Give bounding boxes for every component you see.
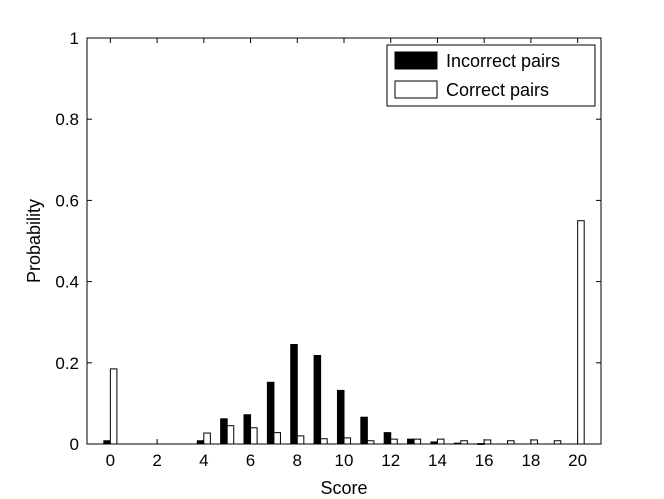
y-tick-label: 0.4 bbox=[55, 273, 79, 292]
bar-correct-pairs-score-15 bbox=[460, 440, 468, 445]
bar-correct-pairs-score-12 bbox=[390, 438, 398, 445]
x-tick-label: 0 bbox=[106, 451, 115, 470]
bar-correct-pairs-score-10 bbox=[343, 437, 352, 445]
bar-correct-pairs-score-7 bbox=[273, 432, 281, 445]
bar-correct-pairs-score-20 bbox=[577, 220, 585, 445]
ticks-layer: 0 2 4 6 8 10 12 14 16 18 20 0 0.2 0.4 0.6 0.8 1 bbox=[55, 29, 601, 470]
bar-correct-pairs-score-16 bbox=[483, 439, 492, 445]
bar-incorrect-pairs-score-11 bbox=[360, 416, 368, 445]
x-axis-label: Score bbox=[320, 478, 367, 498]
y-tick-label: 0.2 bbox=[55, 354, 79, 373]
bar-correct-pairs-score-19 bbox=[553, 440, 562, 445]
bar-incorrect-pairs-score-6 bbox=[243, 414, 252, 445]
bar-correct-pairs-score-18 bbox=[530, 439, 538, 445]
y-tick-label: 0.8 bbox=[55, 110, 79, 129]
bars-layer bbox=[103, 220, 585, 445]
legend-label-incorrect-pairs: Incorrect pairs bbox=[446, 51, 560, 71]
bar-incorrect-pairs-score-8 bbox=[290, 344, 298, 445]
bar-incorrect-pairs-score-16 bbox=[477, 443, 485, 445]
x-tick-label: 4 bbox=[199, 451, 208, 470]
bar-incorrect-pairs-score-7 bbox=[266, 381, 275, 445]
legend: Incorrect pairs Correct pairs bbox=[386, 44, 596, 107]
bar-correct-pairs-score-4 bbox=[203, 432, 211, 445]
bar-correct-pairs-score-0 bbox=[109, 368, 118, 445]
legend-swatch-correct-pairs bbox=[394, 80, 438, 99]
bar-correct-pairs-score-9 bbox=[320, 438, 328, 445]
x-tick-label: 16 bbox=[475, 451, 494, 470]
bar-incorrect-pairs-score-15 bbox=[453, 442, 462, 445]
y-tick-label: 1 bbox=[70, 29, 79, 48]
bar-correct-pairs-score-6 bbox=[250, 427, 258, 445]
bar-incorrect-pairs-score-12 bbox=[383, 432, 392, 445]
x-tick-label: 12 bbox=[381, 451, 400, 470]
x-tick-label: 20 bbox=[568, 451, 587, 470]
bar-incorrect-pairs-score-4 bbox=[196, 440, 205, 445]
legend-label-correct-pairs: Correct pairs bbox=[446, 80, 549, 100]
x-tick-label: 2 bbox=[152, 451, 161, 470]
bar-incorrect-pairs-score-5 bbox=[220, 418, 228, 445]
legend-swatch-incorrect-pairs bbox=[394, 51, 438, 70]
bar-correct-pairs-score-8 bbox=[296, 435, 305, 445]
x-tick-label: 8 bbox=[293, 451, 302, 470]
bar-incorrect-pairs-score-13 bbox=[407, 438, 415, 445]
bar-incorrect-pairs-score-14 bbox=[430, 441, 438, 445]
bar-incorrect-pairs-score-9 bbox=[313, 354, 322, 445]
bar-correct-pairs-score-14 bbox=[436, 438, 445, 445]
x-tick-label: 10 bbox=[335, 451, 354, 470]
bar-incorrect-pairs-score-10 bbox=[336, 389, 345, 445]
x-tick-label: 14 bbox=[428, 451, 447, 470]
bar-correct-pairs-score-11 bbox=[366, 440, 375, 445]
bar-incorrect-pairs-score-0 bbox=[103, 440, 111, 445]
x-tick-label: 6 bbox=[246, 451, 255, 470]
bar-correct-pairs-score-13 bbox=[413, 438, 422, 445]
bar-correct-pairs-score-5 bbox=[226, 425, 235, 445]
bar-correct-pairs-score-17 bbox=[507, 440, 515, 445]
y-tick-label: 0.6 bbox=[55, 191, 79, 210]
x-tick-label: 18 bbox=[521, 451, 540, 470]
y-tick-label: 0 bbox=[70, 435, 79, 454]
y-axis-label: Probability bbox=[24, 199, 44, 283]
